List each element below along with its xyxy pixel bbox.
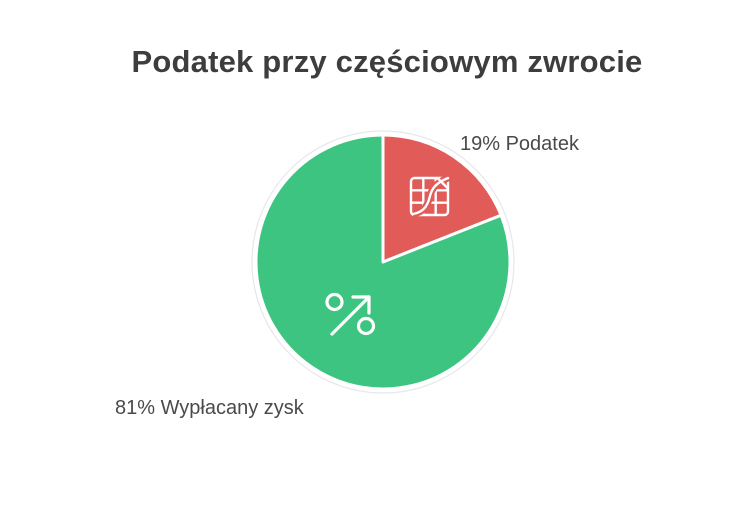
pie-chart	[243, 122, 523, 402]
slice-label-podatek: 19% Podatek	[460, 133, 579, 155]
pie-svg	[251, 130, 515, 394]
slice-label-zysk: 81% Wypłacany zysk	[115, 397, 304, 419]
pie-outer-ring	[251, 130, 515, 394]
pie-slice-wypłacany-zysk[interactable]	[254, 133, 512, 391]
chart-title: Podatek przy częściowym zwrocie	[131, 44, 643, 79]
